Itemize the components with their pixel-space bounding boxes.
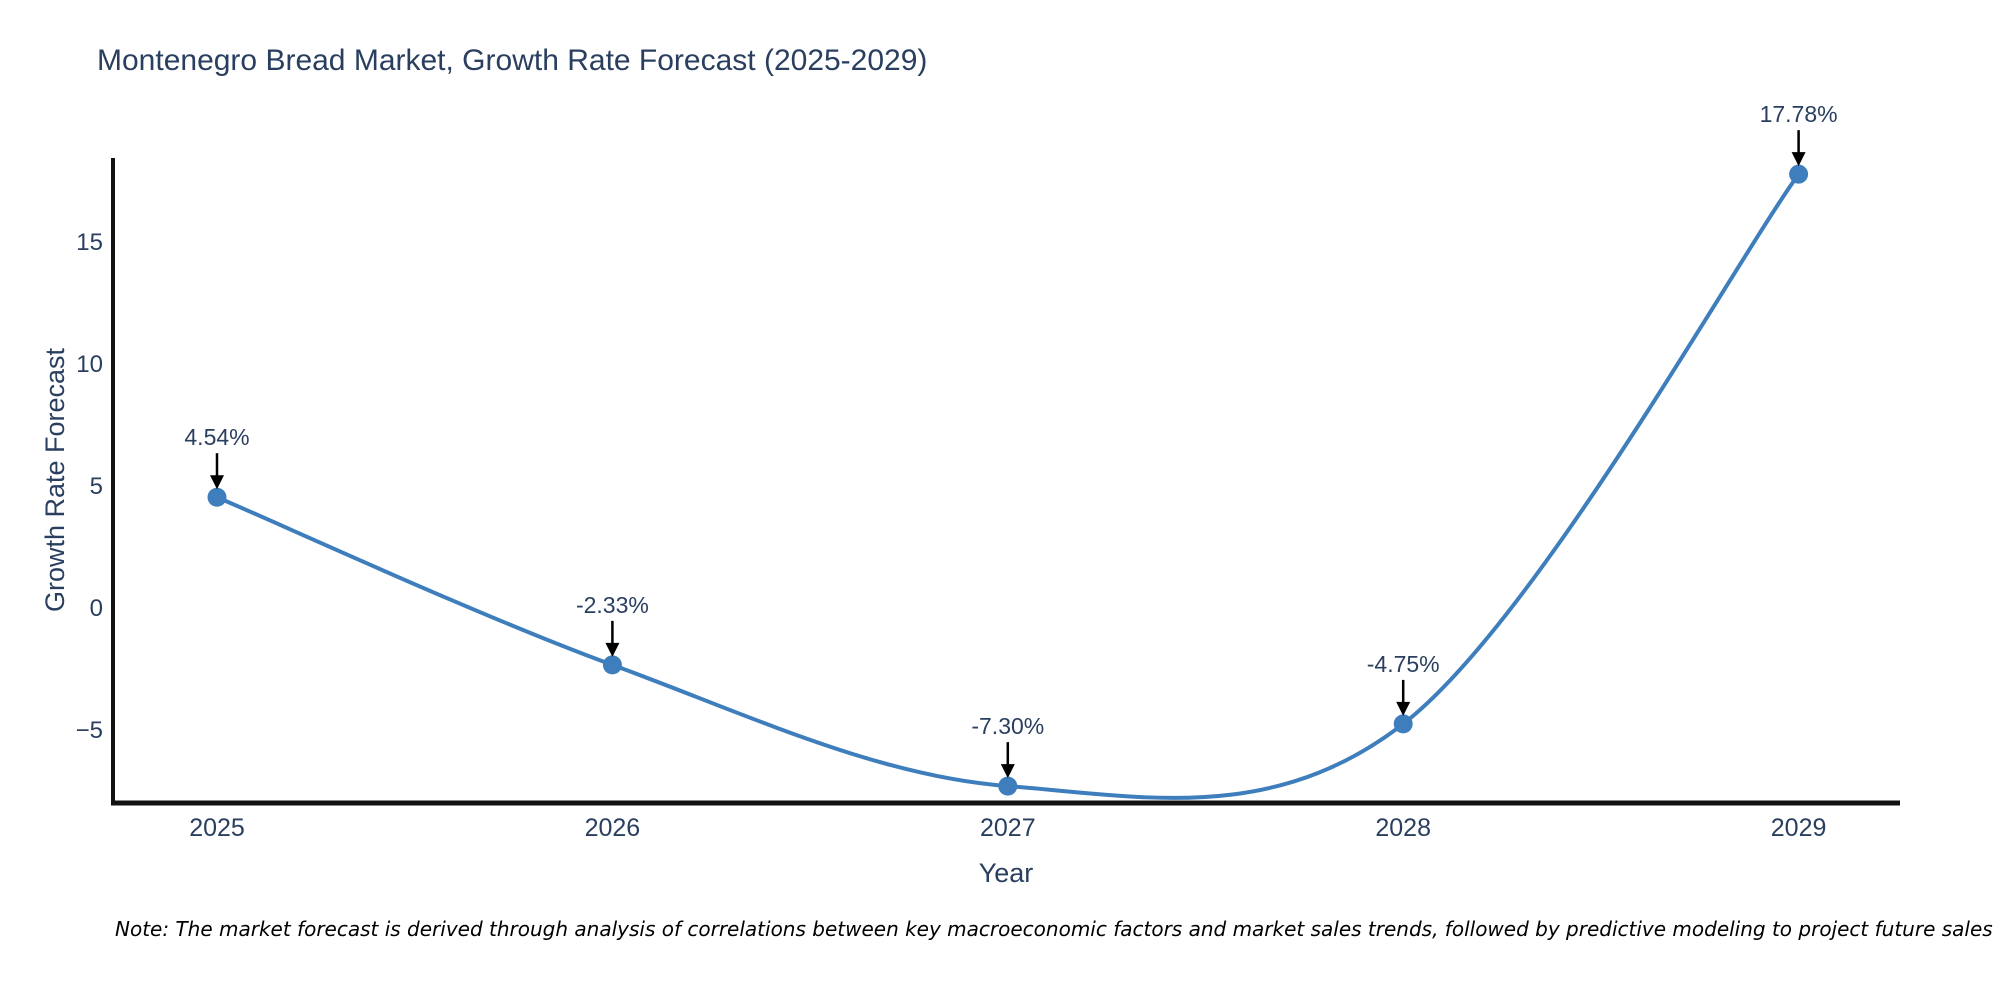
annotation-arrowhead-icon — [605, 642, 620, 657]
x-tick-label: 2029 — [1771, 814, 1827, 842]
x-tick-label: 2028 — [1375, 814, 1431, 842]
annotation-arrowhead-icon — [210, 475, 224, 490]
data-point-marker[interactable] — [602, 655, 622, 675]
annotation-arrowhead-icon — [1000, 764, 1015, 779]
x-axis-title: Year — [978, 858, 1034, 888]
x-tick-label: 2025 — [189, 814, 245, 842]
footnote: Note: The market forecast is derived thr… — [115, 917, 1993, 941]
forecast-line — [215, 172, 1801, 800]
y-tick-label: −5 — [76, 717, 103, 744]
x-tick-label: 2026 — [585, 814, 641, 842]
data-point-label: -4.75% — [1367, 651, 1440, 677]
data-point-label: 4.54% — [184, 424, 249, 450]
chart-title: Montenegro Bread Market, Growth Rate For… — [97, 44, 928, 77]
data-point-marker[interactable] — [1789, 164, 1809, 184]
y-tick-label: 5 — [90, 473, 103, 500]
data-point-label: 17.78% — [1760, 101, 1838, 127]
y-tick-label: 10 — [76, 351, 103, 378]
data-point-label: -2.33% — [576, 592, 649, 618]
data-point-marker[interactable] — [998, 776, 1018, 796]
x-tick-label: 2027 — [980, 814, 1036, 842]
annotation-arrowhead-icon — [1396, 701, 1411, 716]
annotation-arrowhead-icon — [1791, 152, 1806, 167]
data-point-marker[interactable] — [1393, 714, 1413, 734]
data-point-label: -7.30% — [971, 713, 1044, 739]
y-tick-label: 15 — [76, 229, 103, 256]
y-tick-label: 0 — [90, 595, 103, 622]
data-point-marker[interactable] — [207, 487, 227, 507]
